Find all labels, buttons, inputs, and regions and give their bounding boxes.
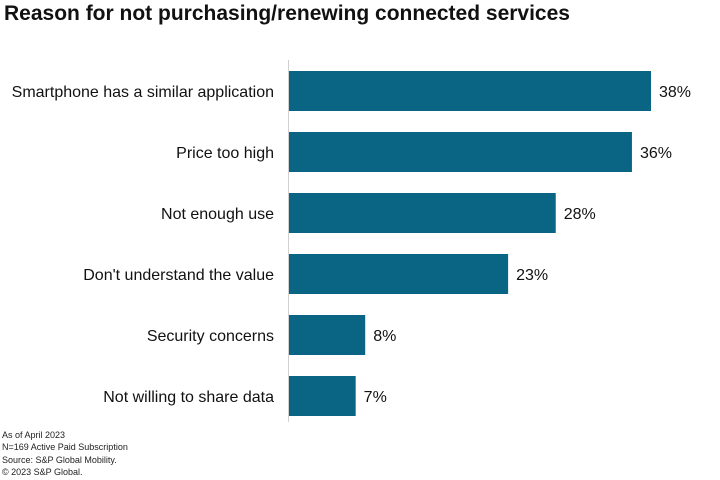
category-label-1: Price too high	[176, 145, 274, 162]
category-label-3: Don't understand the value	[83, 267, 274, 284]
value-label-3: 23%	[516, 267, 548, 284]
bar-4	[289, 315, 366, 355]
bar-0	[289, 71, 651, 111]
note-copyright: © 2023 S&P Global.	[2, 467, 83, 478]
category-label-0: Smartphone has a similar application	[12, 84, 274, 101]
value-label-5: 7%	[364, 389, 387, 406]
note-sample: N=169 Active Paid Subscription	[2, 442, 128, 453]
category-label-4: Security concerns	[147, 328, 274, 345]
category-label-5: Not willing to share data	[103, 389, 274, 406]
bar-2	[289, 193, 556, 233]
category-label-2: Not enough use	[161, 206, 274, 223]
value-label-4: 8%	[373, 328, 396, 345]
bar-1	[289, 132, 632, 172]
chart-title: Reason for not purchasing/renewing conne…	[4, 2, 570, 25]
bar-5	[289, 376, 356, 416]
note-date: As of April 2023	[2, 430, 66, 440]
value-label-0: 38%	[659, 84, 691, 101]
bar-3	[289, 254, 509, 294]
note-source: Source: S&P Global Mobility.	[2, 454, 117, 465]
value-label-1: 36%	[640, 145, 672, 162]
chart-notes: As of April 2023 N=169 Active Paid Subsc…	[2, 429, 128, 479]
value-label-2: 28%	[564, 206, 596, 223]
